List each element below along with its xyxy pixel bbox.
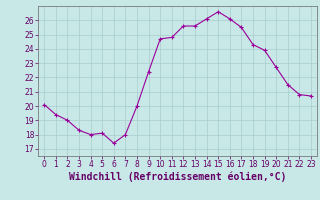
X-axis label: Windchill (Refroidissement éolien,°C): Windchill (Refroidissement éolien,°C) (69, 172, 286, 182)
